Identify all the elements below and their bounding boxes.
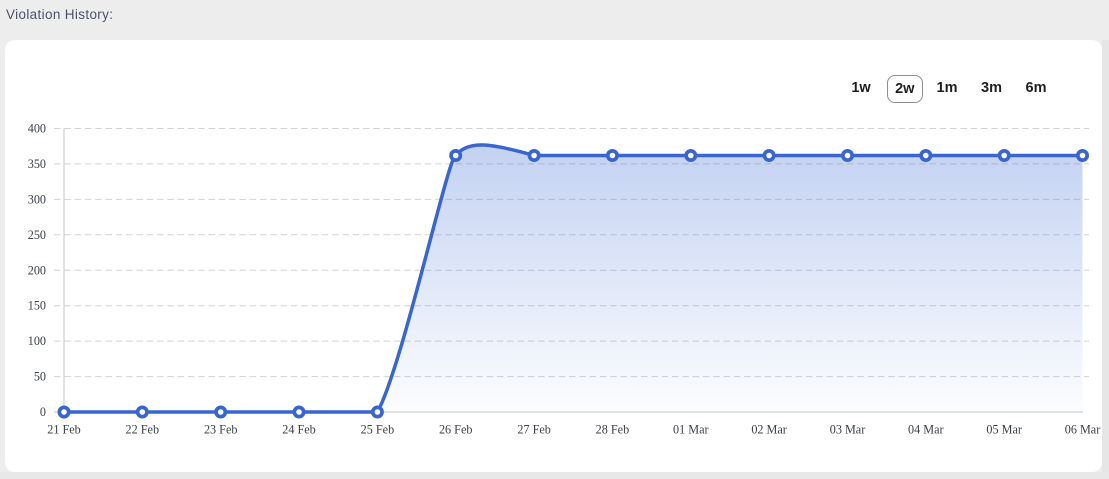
svg-text:150: 150 [28,299,46,313]
svg-text:100: 100 [28,334,46,348]
svg-text:0: 0 [40,405,46,419]
svg-text:21 Feb: 21 Feb [47,422,81,436]
svg-text:01 Mar: 01 Mar [673,422,709,436]
svg-text:25 Feb: 25 Feb [361,422,395,436]
svg-text:300: 300 [28,192,46,206]
svg-text:06 Mar: 06 Mar [1065,422,1101,436]
svg-text:26 Feb: 26 Feb [439,422,473,436]
svg-text:03 Mar: 03 Mar [830,422,866,436]
svg-text:23 Feb: 23 Feb [204,422,238,436]
svg-text:400: 400 [28,122,46,136]
svg-text:02 Mar: 02 Mar [751,422,787,436]
svg-text:250: 250 [28,228,46,242]
svg-text:50: 50 [34,370,46,384]
svg-text:05 Mar: 05 Mar [986,422,1022,436]
svg-text:200: 200 [28,263,46,277]
svg-text:28 Feb: 28 Feb [596,422,630,436]
svg-text:27 Feb: 27 Feb [517,422,551,436]
svg-text:350: 350 [28,157,46,171]
svg-text:24 Feb: 24 Feb [282,422,316,436]
svg-text:04 Mar: 04 Mar [908,422,944,436]
svg-text:22 Feb: 22 Feb [126,422,160,436]
